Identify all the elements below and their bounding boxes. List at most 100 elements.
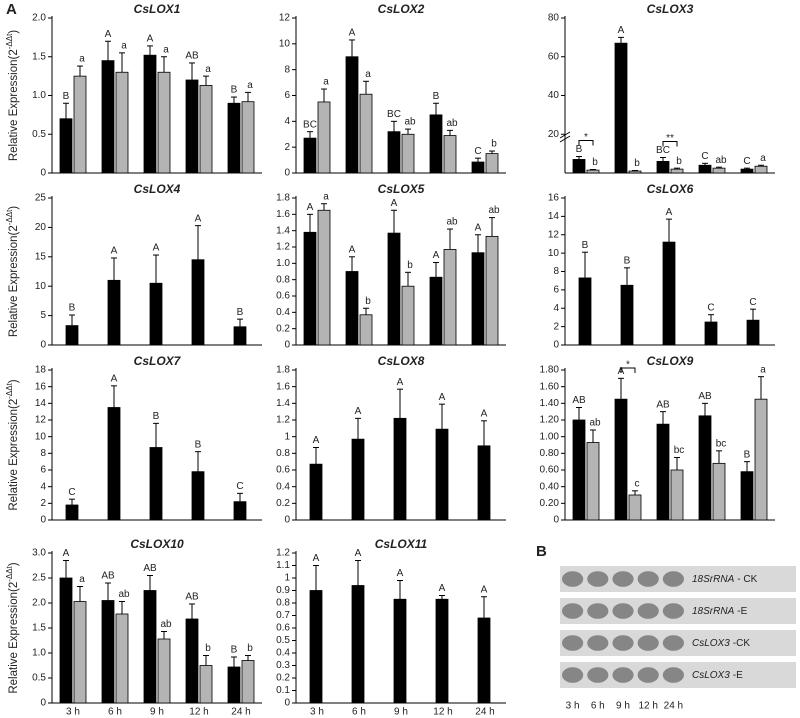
chart-title: CsLOX11 (375, 537, 428, 551)
y-tick-label: 6 (553, 285, 559, 296)
y-tick-label: 1.0 (32, 90, 46, 101)
bar (572, 419, 586, 521)
blot-lane-label: 3 h (566, 701, 580, 712)
significance-letter: ab (446, 118, 458, 129)
y-tick-label: 0.40 (540, 481, 560, 492)
significance-annotation: * (626, 360, 630, 371)
significance-letter: C (474, 146, 481, 157)
significance-letter: BC (387, 109, 401, 120)
bar (345, 56, 359, 174)
y-tick-label: 0.8 (276, 448, 290, 459)
bar (107, 279, 121, 346)
bar (477, 617, 491, 704)
blot-band (587, 603, 609, 619)
bar (485, 235, 499, 346)
y-tick-label: 16 (35, 381, 47, 392)
y-axis-label-sup: -ΔΔt (5, 209, 14, 225)
panel-label: A (6, 1, 17, 18)
bar (477, 445, 491, 521)
bar (387, 131, 401, 174)
significance-letter: C (749, 297, 756, 308)
x-tick-label: 3 h (66, 707, 80, 718)
bar (628, 494, 642, 521)
significance-letter: b (205, 643, 211, 654)
bar (401, 285, 415, 346)
chart-title: CsLOX1 (134, 2, 181, 16)
significance-letter: AB (185, 592, 199, 603)
significance-letter: A (397, 568, 404, 579)
y-tick-label: 0.4 (276, 481, 290, 492)
y-tick-label: 0 (40, 340, 46, 351)
significance-letter: AB (101, 571, 115, 582)
bar (115, 613, 129, 704)
blot-condition: -CK (733, 638, 751, 649)
y-tick-label: 2.0 (32, 13, 46, 24)
y-axis-label-text: Relative Expression(2 (8, 399, 20, 511)
bar (73, 601, 87, 704)
bar (754, 165, 768, 174)
bar (185, 618, 199, 704)
significance-letter: bc (674, 445, 685, 456)
bar (740, 168, 754, 174)
chart-title: CsLOX6 (647, 182, 694, 196)
x-tick-label: 12 h (433, 707, 452, 718)
blot-band (612, 571, 634, 587)
bar (143, 54, 157, 174)
significance-letter: b (365, 296, 371, 307)
significance-letter: ab (589, 418, 601, 429)
significance-letter: b (592, 157, 598, 168)
y-tick-label: 1.60 (540, 381, 560, 392)
significance-letter: B (195, 439, 202, 450)
axis-break (559, 135, 571, 143)
y-tick-label: 0.2 (276, 673, 290, 684)
bar (233, 501, 247, 521)
y-tick-label: 5 (40, 310, 46, 321)
significance-letter: a (205, 64, 211, 75)
y-tick-label: 0.2 (276, 323, 290, 334)
chart-title: CsLOX9 (647, 354, 694, 368)
bar (59, 577, 73, 704)
bar (628, 170, 642, 174)
y-tick-label: 1.00 (540, 431, 560, 442)
significance-letter: A (313, 435, 320, 446)
bar (359, 314, 373, 346)
bar (485, 153, 499, 174)
y-tick-label: 0.6 (276, 291, 290, 302)
significance-letter: A (105, 29, 112, 40)
y-tick-label: 0.6 (276, 465, 290, 476)
significance-letter: a (79, 574, 85, 585)
y-tick-label: 20 (548, 129, 560, 140)
significance-letter: b (247, 643, 253, 654)
bar (227, 102, 241, 174)
x-tick-label: 3 h (310, 707, 324, 718)
bar (443, 249, 457, 346)
bar (59, 118, 73, 174)
significance-letter: B (237, 307, 244, 318)
y-tick-label: 0.1 (276, 685, 290, 696)
bar (241, 101, 255, 174)
blot-band (612, 603, 634, 619)
bar (149, 282, 163, 346)
y-tick-label: 1.2 (276, 242, 290, 253)
significance-bracket (620, 367, 636, 373)
significance-letter: A (433, 250, 440, 261)
bar (101, 60, 115, 174)
significance-letter: a (760, 364, 766, 375)
bar (614, 42, 628, 174)
bar (303, 231, 317, 346)
significance-letter: a (323, 191, 329, 202)
y-axis-label-end: ) (8, 206, 20, 210)
bar (199, 665, 213, 704)
bar (227, 666, 241, 704)
y-tick-label: 4 (40, 481, 46, 492)
significance-letter: A (349, 28, 356, 39)
significance-letter: B (744, 449, 751, 460)
y-tick-label: 0 (40, 168, 46, 179)
y-tick-label: 15 (35, 251, 47, 262)
significance-letter: A (666, 207, 673, 218)
bar (157, 71, 171, 174)
bar (359, 93, 373, 174)
bar (233, 326, 247, 346)
significance-letter: a (247, 80, 253, 91)
blot-band (662, 667, 684, 683)
